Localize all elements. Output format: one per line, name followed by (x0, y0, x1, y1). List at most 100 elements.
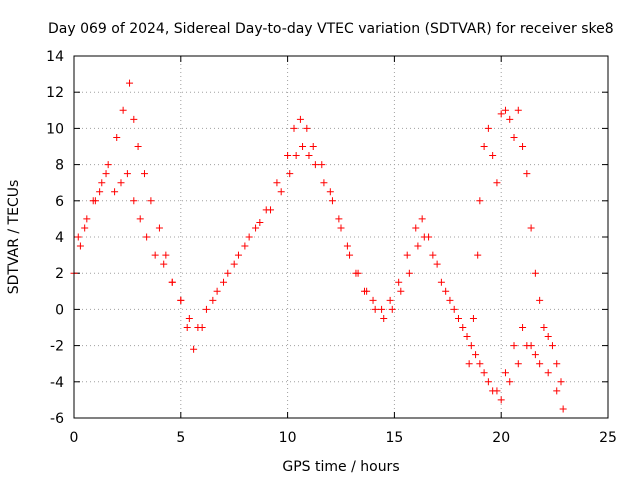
data-point (489, 152, 497, 160)
data-point (493, 179, 501, 187)
y-tick-label: -2 (50, 339, 64, 355)
x-axis-label: GPS time / hours (282, 459, 399, 475)
data-point (209, 296, 217, 304)
data-point (296, 115, 304, 123)
data-point (433, 260, 441, 268)
data-point (185, 314, 193, 322)
y-tick-label: 8 (55, 158, 64, 174)
data-point (463, 333, 471, 341)
data-point (506, 115, 514, 123)
data-point (501, 369, 509, 377)
data-point (160, 260, 168, 268)
data-point (363, 287, 371, 295)
data-point (292, 152, 300, 160)
data-point (531, 351, 539, 359)
x-tick-label: 15 (385, 430, 403, 446)
data-point (337, 224, 345, 232)
data-point (202, 305, 210, 313)
data-point (303, 124, 311, 132)
data-point (519, 324, 527, 331)
data-point (256, 219, 264, 227)
data-point (155, 224, 163, 232)
data-point (277, 188, 285, 196)
data-point (472, 351, 480, 359)
data-point (354, 269, 362, 277)
data-point (480, 143, 488, 150)
data-point (536, 296, 544, 304)
data-point (335, 215, 343, 223)
data-point (130, 197, 138, 205)
data-point (510, 133, 518, 141)
data-point (465, 360, 473, 368)
data-point (98, 179, 106, 187)
data-point (234, 251, 242, 259)
data-point (328, 197, 336, 205)
data-point (305, 152, 313, 160)
data-point (395, 278, 403, 286)
data-point (102, 170, 110, 178)
y-tick-label: 0 (55, 302, 64, 318)
data-point (224, 269, 232, 277)
data-point (437, 278, 445, 286)
y-axis-label: SDTVAR / TECUs (6, 180, 22, 295)
data-point (414, 242, 422, 250)
data-point (420, 233, 428, 241)
data-point (388, 305, 396, 313)
data-point (252, 224, 260, 232)
data-point (147, 197, 155, 205)
data-point (519, 143, 527, 150)
y-tick-label: 2 (55, 266, 64, 282)
y-tick-label: -6 (50, 411, 64, 427)
data-point (162, 251, 170, 259)
x-tick-label: 0 (70, 430, 79, 446)
data-point (213, 287, 221, 295)
data-points (70, 79, 567, 413)
data-point (540, 324, 548, 331)
data-point (126, 79, 134, 87)
data-point (267, 206, 275, 214)
data-point (230, 260, 238, 268)
data-point (469, 314, 477, 322)
data-point (220, 278, 228, 286)
data-point (397, 287, 405, 295)
data-point (418, 215, 426, 223)
data-point (514, 360, 522, 368)
data-point (446, 296, 454, 304)
data-point (467, 342, 475, 350)
y-tick-label: 12 (46, 85, 64, 101)
data-point (497, 110, 505, 118)
data-point (309, 143, 317, 150)
data-point (403, 251, 411, 259)
data-point (130, 115, 138, 123)
data-point (536, 360, 544, 368)
data-point (442, 287, 450, 295)
data-point (143, 233, 151, 241)
axis-ticks: 0 5 10 15 20 25 -6 -4 -2 0 2 4 6 8 10 12 14 (46, 49, 617, 446)
data-point (111, 188, 119, 196)
data-point (480, 369, 488, 377)
data-point (497, 396, 505, 404)
plot-frame (73, 55, 609, 419)
data-point (134, 143, 142, 150)
data-point (553, 360, 561, 368)
data-point (484, 378, 492, 386)
data-point (299, 143, 307, 150)
data-point (76, 242, 84, 250)
data-point (194, 324, 202, 331)
data-point (117, 179, 125, 187)
data-point (459, 324, 467, 331)
data-point (386, 296, 394, 304)
data-point (245, 233, 253, 241)
data-point (284, 152, 292, 160)
y-tick-label: -4 (50, 375, 64, 391)
data-point (343, 242, 351, 250)
data-point (557, 378, 565, 386)
data-point (484, 124, 492, 132)
data-point (89, 197, 97, 205)
data-point (501, 106, 509, 114)
data-point (380, 314, 388, 322)
data-point (506, 378, 514, 386)
data-point (544, 333, 552, 341)
data-point (474, 251, 482, 259)
